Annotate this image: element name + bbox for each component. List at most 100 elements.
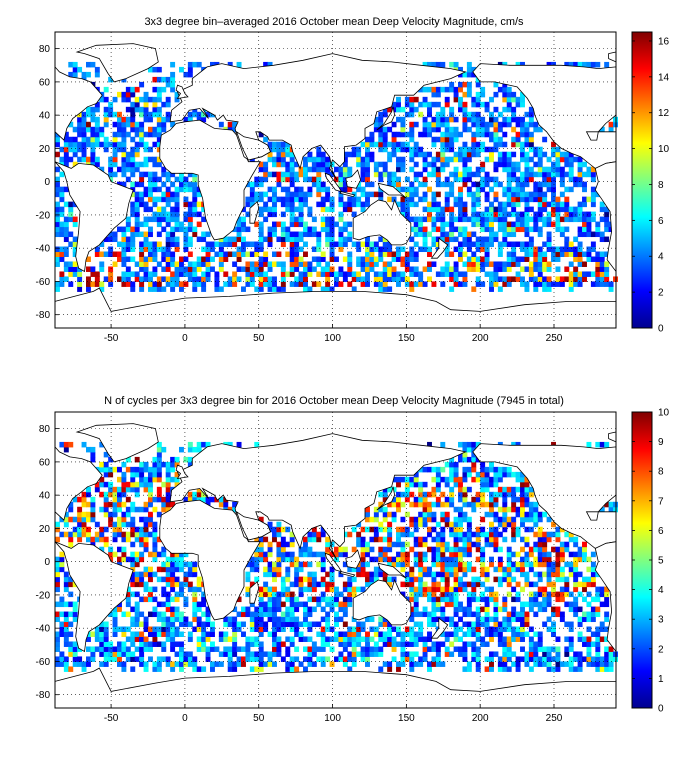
- heatmap-cell: [511, 162, 516, 167]
- heatmap-cell: [511, 212, 516, 217]
- heatmap-cell: [604, 617, 609, 622]
- heatmap-cell: [144, 467, 149, 472]
- heatmap-cell: [139, 467, 144, 472]
- heatmap-cell: [343, 597, 348, 602]
- heatmap-cell: [117, 256, 122, 261]
- heatmap-cell: [502, 232, 507, 237]
- heatmap-cell: [573, 537, 578, 542]
- heatmap-cell: [524, 122, 529, 127]
- heatmap-cell: [578, 232, 583, 237]
- heatmap-cell: [77, 507, 82, 512]
- heatmap-cell: [502, 242, 507, 247]
- heatmap-cell: [493, 276, 498, 281]
- heatmap-cell: [387, 266, 392, 271]
- heatmap-cell: [259, 632, 264, 637]
- heatmap-cell: [555, 167, 560, 172]
- heatmap-cell: [321, 202, 326, 207]
- heatmap-cell: [157, 117, 162, 122]
- heatmap-cell: [454, 537, 459, 542]
- heatmap-cell: [272, 572, 277, 577]
- heatmap-cell: [573, 157, 578, 162]
- heatmap-cell: [365, 256, 370, 261]
- heatmap-cell: [170, 632, 175, 637]
- heatmap-cell: [555, 256, 560, 261]
- heatmap-cell: [555, 197, 560, 202]
- heatmap-cell: [547, 266, 552, 271]
- heatmap-cell: [228, 656, 233, 661]
- heatmap-cell: [551, 632, 556, 637]
- heatmap-cell: [374, 162, 379, 167]
- heatmap-cell: [507, 572, 512, 577]
- heatmap-cell: [312, 232, 317, 237]
- heatmap-cell: [343, 587, 348, 592]
- heatmap-cell: [352, 242, 357, 247]
- heatmap-cell: [148, 572, 153, 577]
- heatmap-cell: [175, 222, 180, 227]
- heatmap-cell: [126, 256, 131, 261]
- heatmap-cell: [179, 666, 184, 671]
- heatmap-cell: [493, 212, 498, 217]
- heatmap-cell: [520, 656, 525, 661]
- heatmap-cell: [409, 636, 414, 641]
- heatmap-cell: [516, 222, 521, 227]
- heatmap-cell: [86, 646, 91, 651]
- heatmap-cell: [55, 646, 60, 651]
- heatmap-cell: [232, 242, 237, 247]
- heatmap-cell: [595, 666, 600, 671]
- heatmap-cell: [427, 517, 432, 522]
- heatmap-cell: [276, 172, 281, 177]
- heatmap-cell: [285, 542, 290, 547]
- heatmap-cell: [436, 87, 441, 92]
- heatmap-cell: [392, 137, 397, 142]
- heatmap-cell: [285, 227, 290, 232]
- heatmap-cell: [281, 527, 286, 532]
- heatmap-cell: [498, 507, 503, 512]
- heatmap-cell: [303, 276, 308, 281]
- heatmap-cell: [108, 646, 113, 651]
- heatmap-cell: [117, 522, 122, 527]
- heatmap-cell: [520, 547, 525, 552]
- heatmap-cell: [524, 162, 529, 167]
- heatmap-cell: [268, 207, 273, 212]
- heatmap-cell: [254, 636, 259, 641]
- heatmap-cell: [144, 527, 149, 532]
- heatmap-cell: [485, 212, 490, 217]
- heatmap-cell: [378, 646, 383, 651]
- heatmap-cell: [396, 157, 401, 162]
- heatmap-cell: [529, 271, 534, 276]
- heatmap-cell: [82, 137, 87, 142]
- heatmap-cell: [462, 552, 467, 557]
- heatmap-cell: [307, 661, 312, 666]
- heatmap-cell: [449, 112, 454, 117]
- heatmap-cell: [307, 636, 312, 641]
- heatmap-cell: [130, 107, 135, 112]
- heatmap-cell: [595, 222, 600, 227]
- heatmap-cell: [245, 252, 250, 257]
- heatmap-cell: [161, 617, 166, 622]
- heatmap-cell: [356, 532, 361, 537]
- heatmap-cell: [343, 222, 348, 227]
- heatmap-cell: [595, 261, 600, 266]
- heatmap-cell: [516, 192, 521, 197]
- heatmap-cell: [387, 152, 392, 157]
- heatmap-cell: [551, 202, 556, 207]
- heatmap-cell: [520, 97, 525, 102]
- heatmap-cell: [533, 507, 538, 512]
- heatmap-cell: [175, 632, 180, 637]
- heatmap-cell: [573, 252, 578, 257]
- heatmap-cell: [524, 281, 529, 286]
- heatmap-cell: [259, 207, 264, 212]
- heatmap-cell: [436, 572, 441, 577]
- heatmap-cell: [334, 632, 339, 637]
- heatmap-cell: [427, 572, 432, 577]
- heatmap-cell: [361, 187, 366, 192]
- heatmap-cell: [188, 222, 193, 227]
- heatmap-cell: [378, 281, 383, 286]
- heatmap-cell: [467, 72, 472, 77]
- heatmap-cell: [223, 646, 228, 651]
- heatmap-cell: [64, 641, 69, 646]
- heatmap-cell: [440, 612, 445, 617]
- heatmap-cell: [445, 157, 450, 162]
- heatmap-cell: [179, 266, 184, 271]
- heatmap-cell: [480, 462, 485, 467]
